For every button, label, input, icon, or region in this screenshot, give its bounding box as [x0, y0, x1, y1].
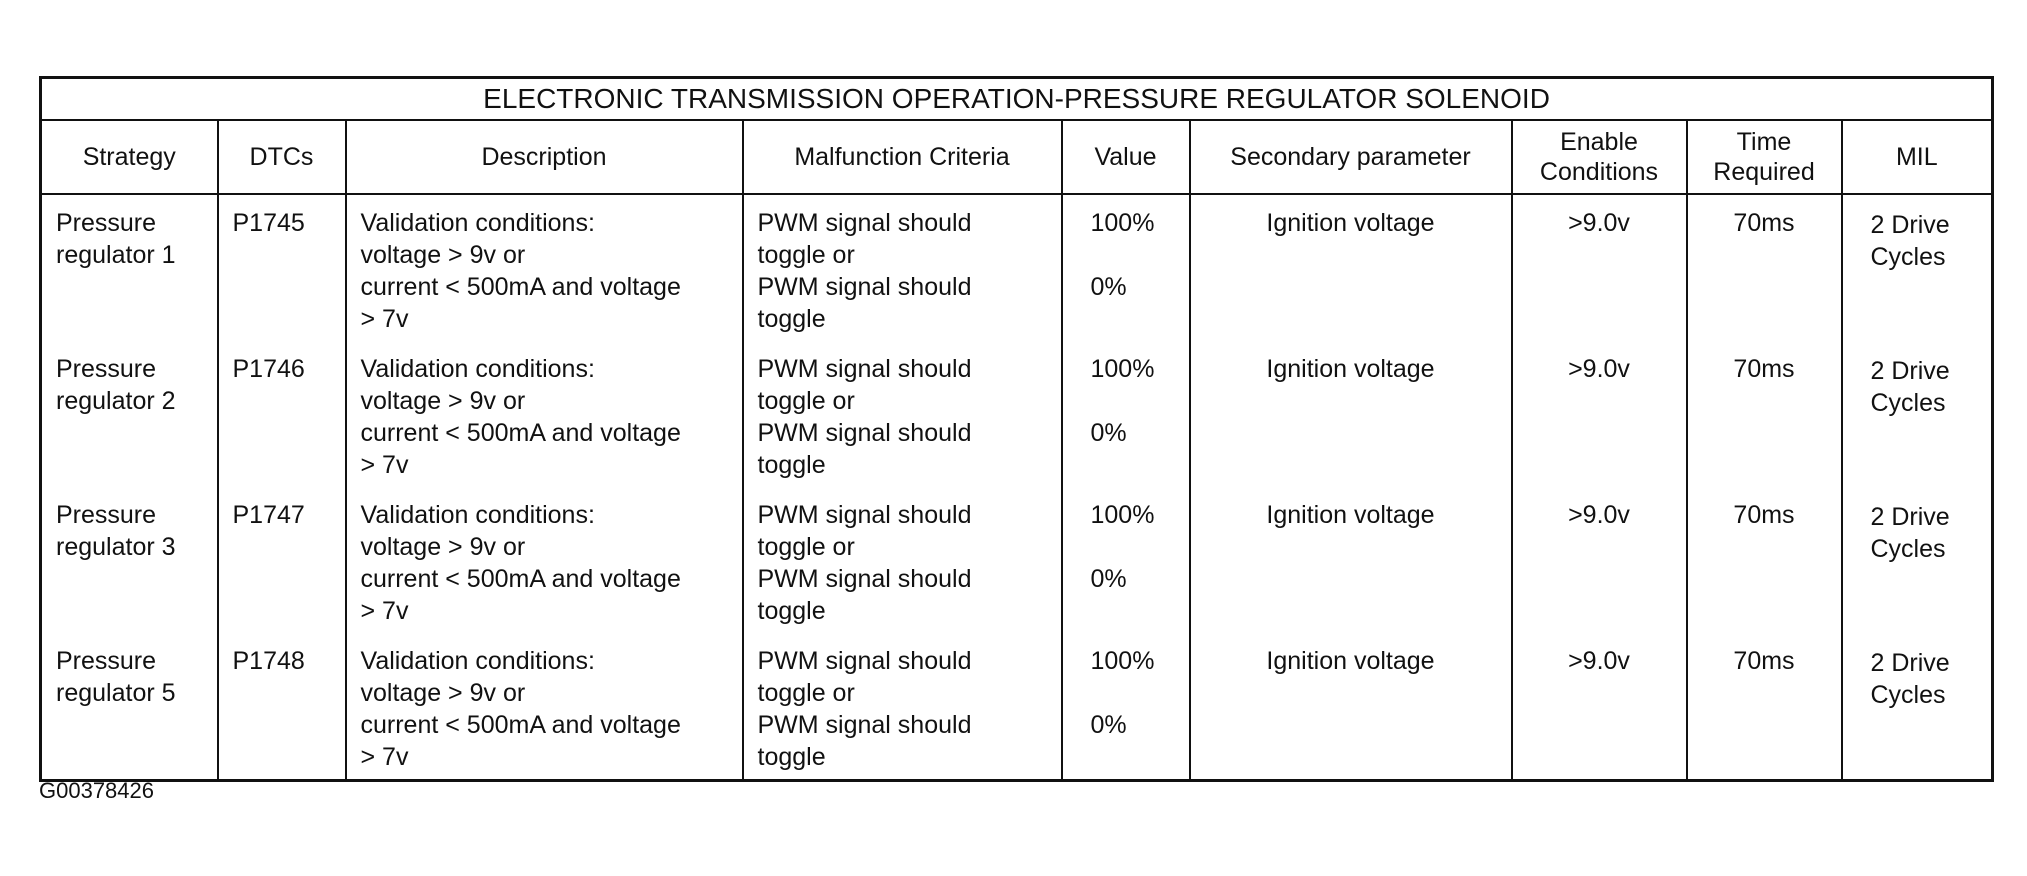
column-header: Time Required — [1685, 119, 1843, 195]
table-row: current < 500mA and voltage > 7v PWM sign… — [41, 271, 1993, 341]
malfunction-criteria: PWM signal should toggle or — [741, 633, 1063, 709]
table-row: Pressure regulator 5 P1748 Validation cond… — [39, 633, 1994, 781]
mil: 2 Drive Cycles — [1840, 341, 1994, 487]
malfunction-criteria: PWM signal should toggle or — [741, 341, 1063, 417]
value: 100% — [1060, 341, 1191, 417]
description: current < 500mA and voltage > 7v — [344, 417, 744, 487]
table-row: Pressure regulator 2 P1746 Validation cond… — [39, 341, 1994, 487]
value: 100% — [1060, 194, 1191, 271]
time-required: 70ms — [1685, 487, 1843, 633]
value: 0% — [1060, 271, 1191, 341]
strategy: Pressure regulator 3 — [39, 487, 219, 633]
enable-conditions: >9.0v — [1510, 341, 1688, 487]
malfunction-criteria: PWM signal should toggle or — [741, 487, 1063, 563]
column-header: Enable Conditions — [1510, 119, 1688, 195]
mil: 2 Drive Cycles — [1840, 194, 1994, 341]
mil: 2 Drive Cycles — [1840, 633, 1994, 781]
secondary-parameter: Ignition voltage — [1188, 341, 1513, 487]
malfunction-criteria: PWM signal should toggle — [741, 271, 1063, 341]
strategy: Pressure regulator 5 — [39, 633, 219, 781]
table-title: ELECTRONIC TRANSMISSION OPERATION-PRESSU… — [39, 76, 1994, 121]
column-header: Description — [344, 119, 744, 195]
malfunction-criteria: PWM signal should toggle — [741, 709, 1063, 781]
column-header: MIL — [1840, 119, 1994, 195]
figure-id: G00378426 — [39, 778, 154, 803]
dtc: P1746 — [216, 341, 347, 487]
column-header: Value — [1060, 119, 1191, 195]
table-row: current < 500mA and voltage > 7v PWM sign… — [41, 563, 1993, 633]
column-header: Strategy — [39, 119, 219, 195]
description: Validation conditions: voltage > 9v or — [344, 633, 744, 709]
secondary-parameter: Ignition voltage — [1188, 487, 1513, 633]
column-header: Secondary parameter — [1188, 119, 1513, 195]
table-row: Pressure regulator 3 P1747 Validation cond… — [39, 487, 1994, 633]
dtc: P1748 — [216, 633, 347, 781]
description: current < 500mA and voltage > 7v — [344, 709, 744, 781]
secondary-parameter: Ignition voltage — [1188, 633, 1513, 781]
value: 100% — [1060, 633, 1191, 709]
column-header: Malfunction Criteria — [741, 119, 1063, 195]
value: 100% — [1060, 487, 1191, 563]
table-row: current < 500mA and voltage > 7v PWM sign… — [41, 709, 1993, 781]
enable-conditions: >9.0v — [1510, 194, 1688, 341]
time-required: 70ms — [1685, 194, 1843, 341]
description: Validation conditions: voltage > 9v or — [344, 341, 744, 417]
enable-conditions: >9.0v — [1510, 633, 1688, 781]
dtc: P1747 — [216, 487, 347, 633]
dtc-table: ELECTRONIC TRANSMISSION OPERATION-PRESSU… — [39, 76, 1995, 782]
secondary-parameter: Ignition voltage — [1188, 194, 1513, 341]
description: Validation conditions: voltage > 9v or — [344, 194, 744, 271]
column-header: DTCs — [216, 119, 347, 195]
table-row: current < 500mA and voltage > 7v PWM sign… — [41, 417, 1993, 487]
description: Validation conditions: voltage > 9v or — [344, 487, 744, 563]
mil: 2 Drive Cycles — [1840, 487, 1994, 633]
malfunction-criteria: PWM signal should toggle or — [741, 194, 1063, 271]
dtc: P1745 — [216, 194, 347, 341]
enable-conditions: >9.0v — [1510, 487, 1688, 633]
strategy: Pressure regulator 2 — [39, 341, 219, 487]
time-required: 70ms — [1685, 341, 1843, 487]
description: current < 500mA and voltage > 7v — [344, 563, 744, 633]
table-row: Pressure regulator 1 P1745 Validation cond… — [39, 194, 1994, 341]
malfunction-criteria: PWM signal should toggle — [741, 417, 1063, 487]
time-required: 70ms — [1685, 633, 1843, 781]
value: 0% — [1060, 417, 1191, 487]
malfunction-criteria: PWM signal should toggle — [741, 563, 1063, 633]
strategy: Pressure regulator 1 — [39, 194, 219, 341]
value: 0% — [1060, 709, 1191, 781]
value: 0% — [1060, 563, 1191, 633]
description: current < 500mA and voltage > 7v — [344, 271, 744, 341]
